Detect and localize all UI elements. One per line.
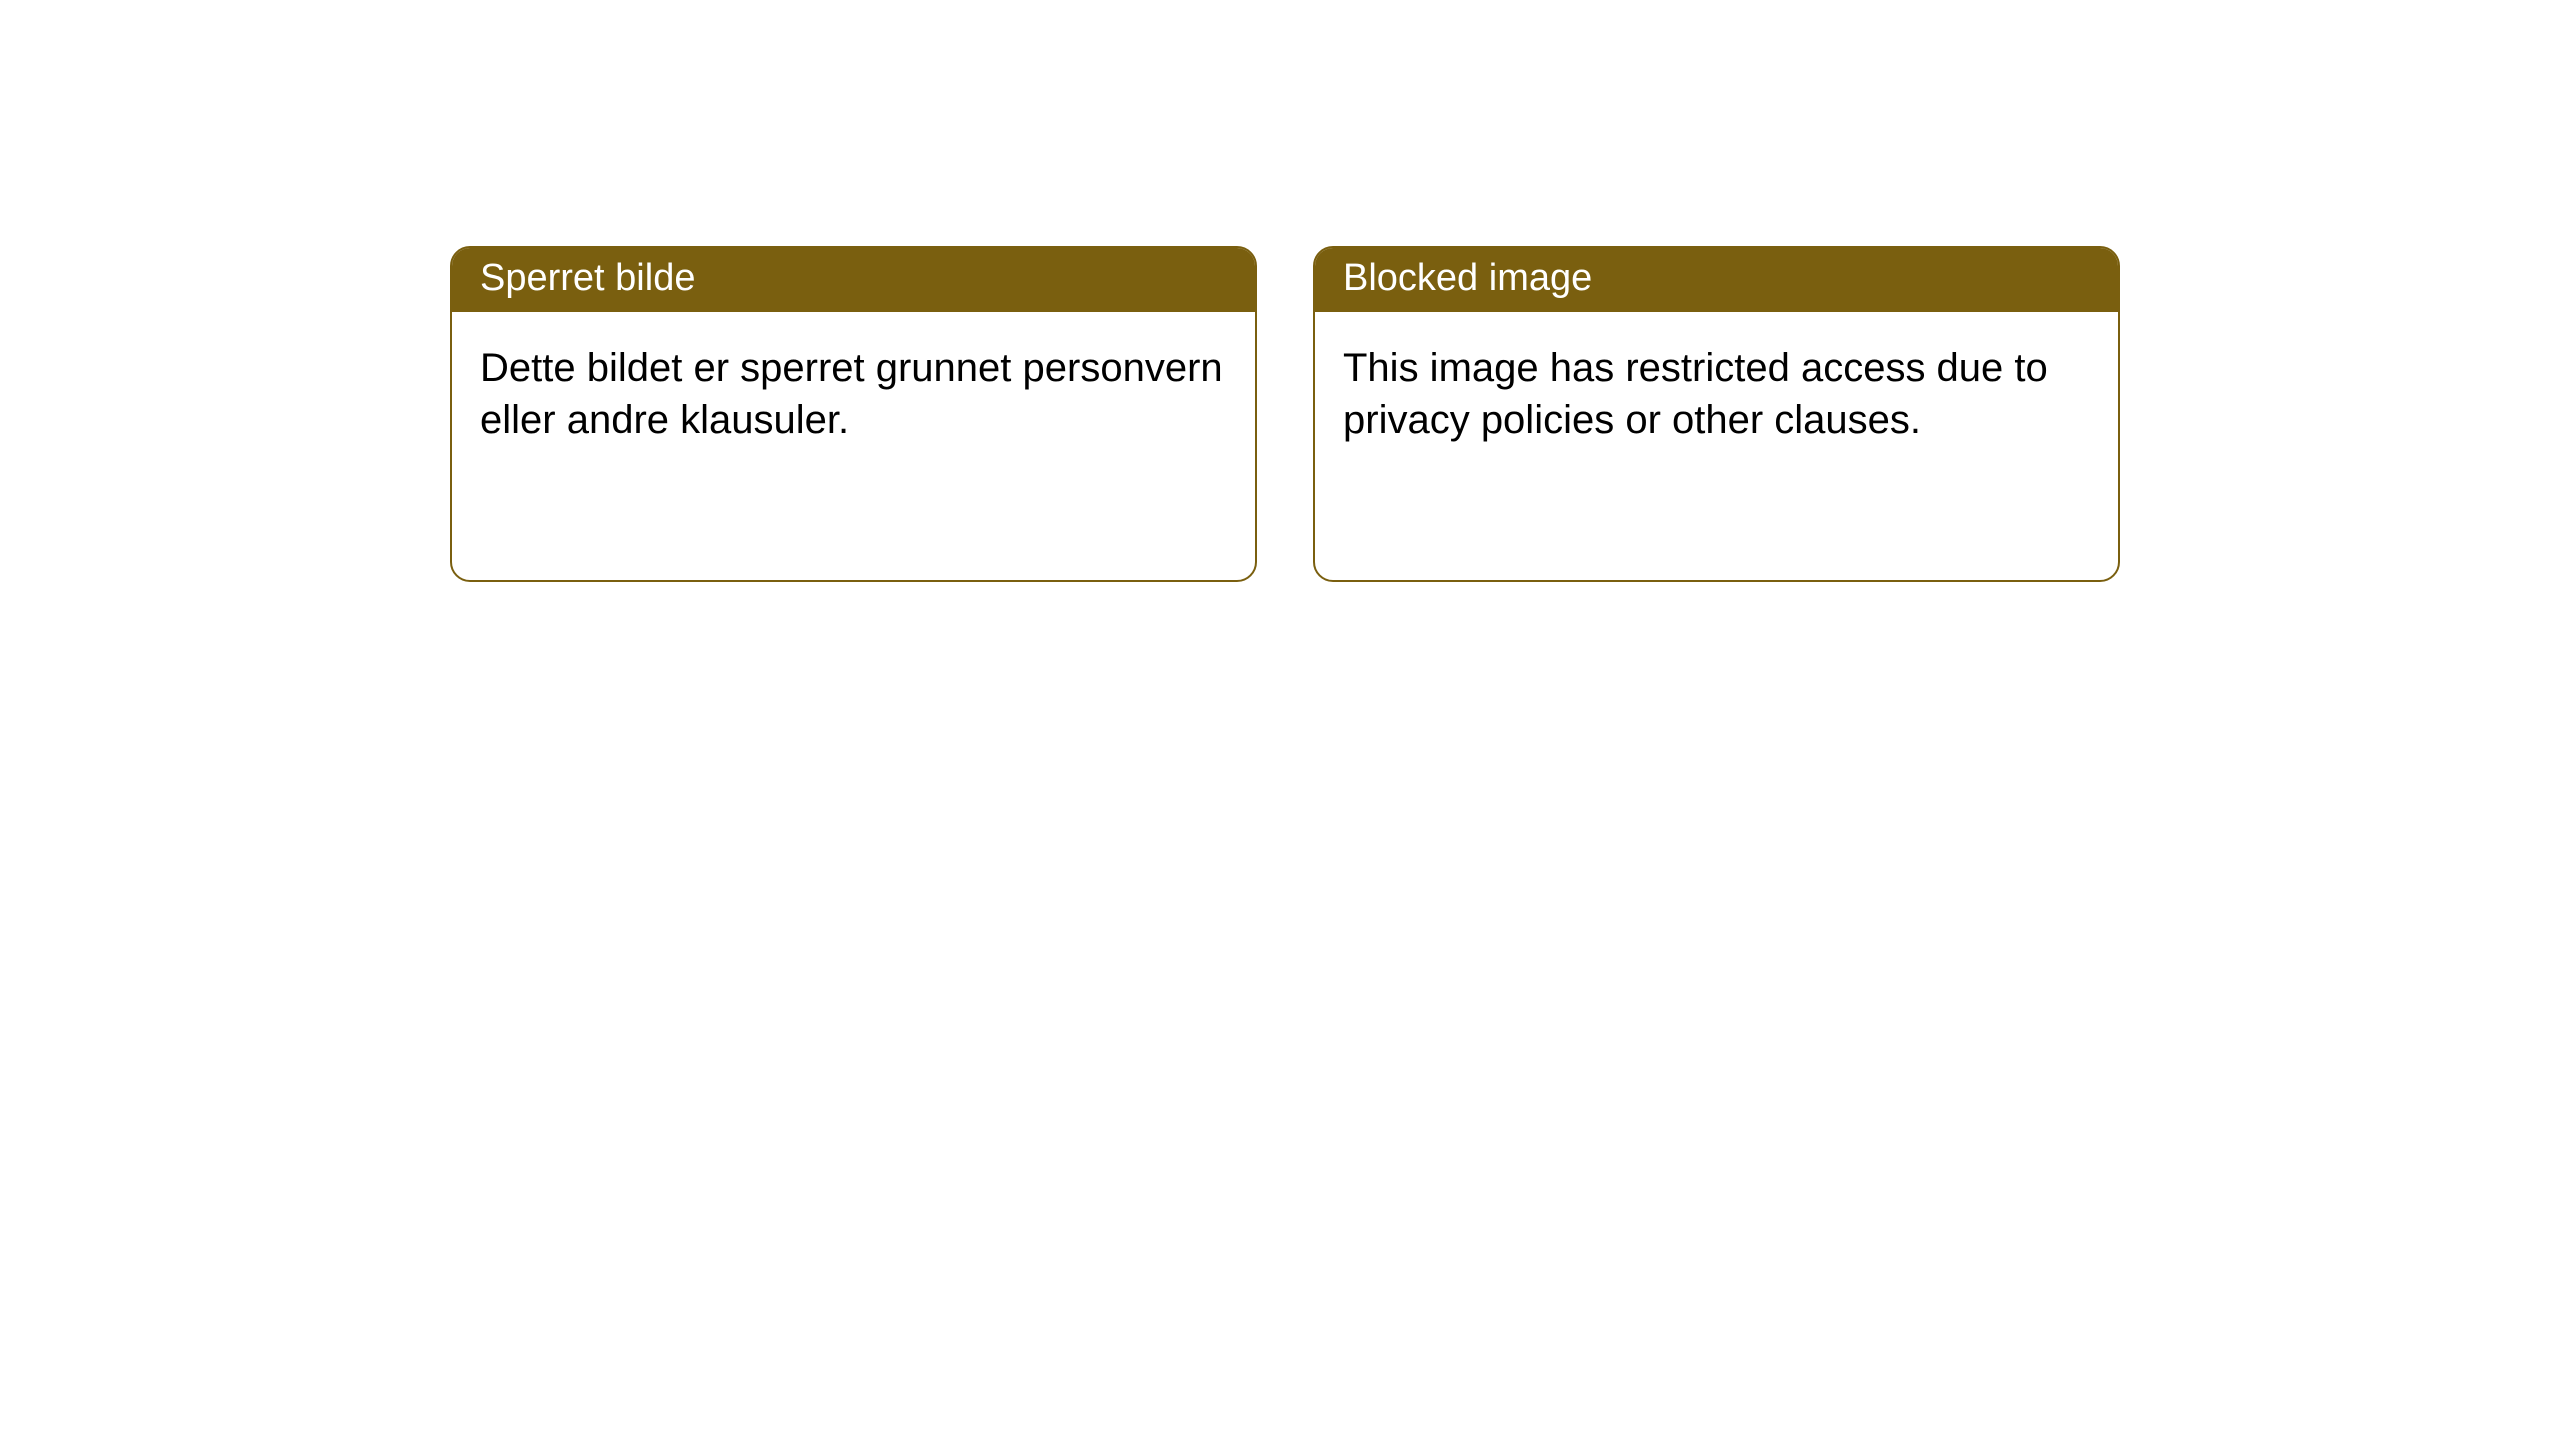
notice-card-title: Sperret bilde xyxy=(452,248,1255,312)
notice-card-body: This image has restricted access due to … xyxy=(1315,312,2118,476)
notice-card-title: Blocked image xyxy=(1315,248,2118,312)
notice-card-body: Dette bildet er sperret grunnet personve… xyxy=(452,312,1255,476)
notice-card-no: Sperret bilde Dette bildet er sperret gr… xyxy=(450,246,1257,582)
notice-cards-container: Sperret bilde Dette bildet er sperret gr… xyxy=(0,0,2560,582)
notice-card-en: Blocked image This image has restricted … xyxy=(1313,246,2120,582)
